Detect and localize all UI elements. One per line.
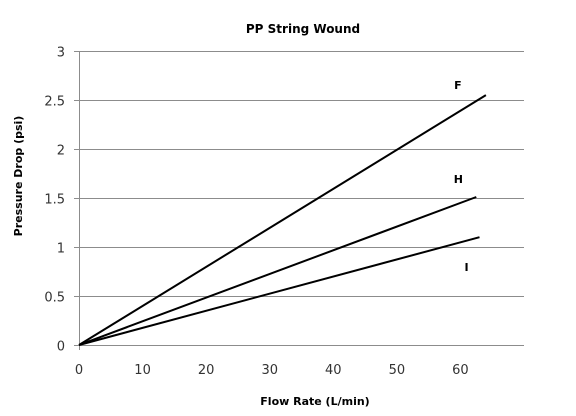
chart-title: PP String Wound <box>246 22 360 36</box>
series-labels: F H I <box>454 79 469 274</box>
y-tick-label: 1.5 <box>44 193 65 208</box>
x-tick-label: 40 <box>325 363 342 378</box>
series-line-f <box>78 94 487 346</box>
y-tick-label: 0 <box>57 340 65 355</box>
series-line-h <box>78 196 477 346</box>
series-lines <box>78 94 487 346</box>
y-axis-label: Pressure Drop (psi) <box>12 116 25 237</box>
x-axis-label: Flow Rate (L/min) <box>260 395 369 408</box>
x-tick-label: 0 <box>75 363 83 378</box>
grid <box>79 51 524 346</box>
series-label-f: F <box>454 79 462 92</box>
series-label-i: I <box>464 261 468 274</box>
x-tick-label: 50 <box>389 363 406 378</box>
axes: 00.511.522.530 10 20 30 40 50 60 <box>44 46 468 379</box>
y-tick-label: 3 <box>57 46 65 61</box>
y-tick-label: 1 <box>57 242 65 257</box>
y-tick-label: 0.5 <box>44 291 65 306</box>
x-tick-label: 60 <box>452 363 469 378</box>
x-tick-label: 20 <box>198 363 215 378</box>
y-tick-label: 2 <box>57 144 65 159</box>
y-tick-label: 2.5 <box>44 95 65 110</box>
x-tick-label: 30 <box>261 363 278 378</box>
x-tick-label: 10 <box>134 363 151 378</box>
series-line-i <box>78 236 480 346</box>
series-label-h: H <box>454 173 463 186</box>
